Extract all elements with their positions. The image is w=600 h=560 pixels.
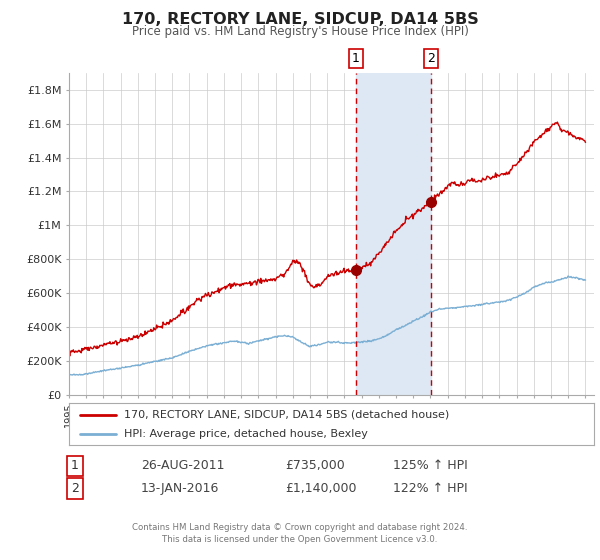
Text: 170, RECTORY LANE, SIDCUP, DA14 5BS (detached house): 170, RECTORY LANE, SIDCUP, DA14 5BS (det…: [124, 410, 449, 420]
Text: 13-JAN-2016: 13-JAN-2016: [141, 482, 220, 495]
Text: 170, RECTORY LANE, SIDCUP, DA14 5BS: 170, RECTORY LANE, SIDCUP, DA14 5BS: [122, 12, 478, 27]
Text: 125% ↑ HPI: 125% ↑ HPI: [393, 459, 468, 473]
Text: 1: 1: [71, 459, 79, 473]
Text: Contains HM Land Registry data © Crown copyright and database right 2024.: Contains HM Land Registry data © Crown c…: [132, 523, 468, 532]
Text: £1,140,000: £1,140,000: [285, 482, 356, 495]
Text: This data is licensed under the Open Government Licence v3.0.: This data is licensed under the Open Gov…: [163, 535, 437, 544]
Text: 2: 2: [427, 52, 435, 65]
Text: 122% ↑ HPI: 122% ↑ HPI: [393, 482, 467, 495]
Text: HPI: Average price, detached house, Bexley: HPI: Average price, detached house, Bexl…: [124, 430, 368, 439]
Text: 1: 1: [352, 52, 359, 65]
Text: 26-AUG-2011: 26-AUG-2011: [141, 459, 224, 473]
Bar: [356, 73, 431, 395]
Text: 2: 2: [71, 482, 79, 495]
Text: £735,000: £735,000: [285, 459, 345, 473]
Text: Price paid vs. HM Land Registry's House Price Index (HPI): Price paid vs. HM Land Registry's House …: [131, 25, 469, 38]
